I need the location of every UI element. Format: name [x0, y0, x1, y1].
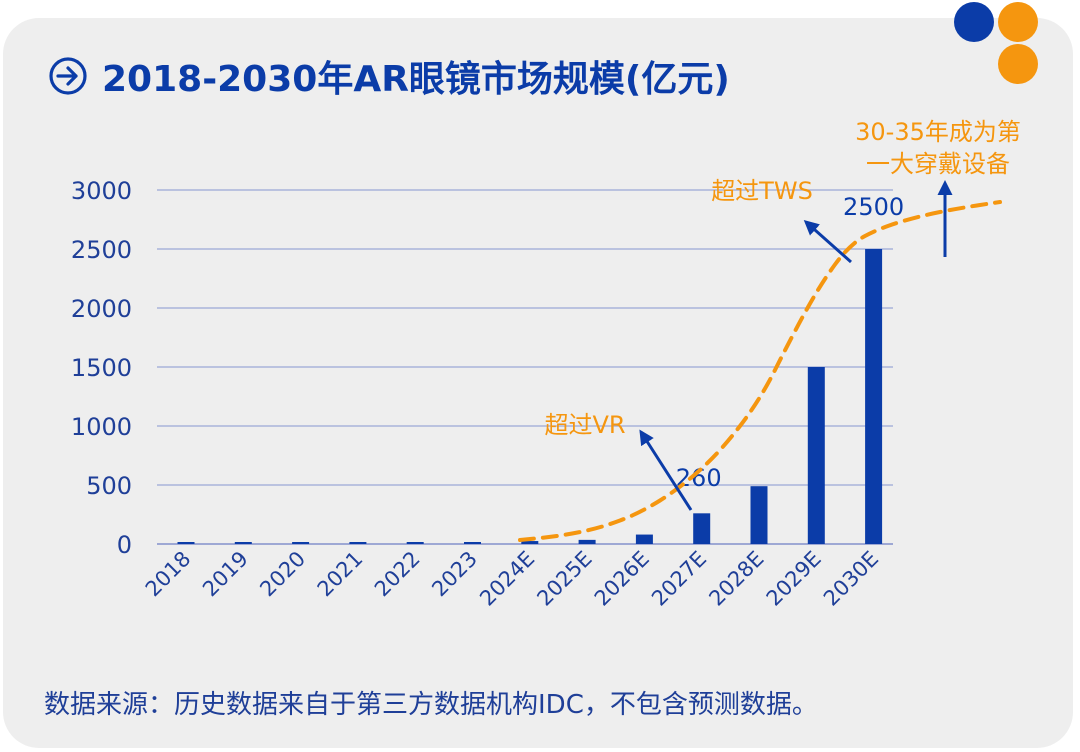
- y-tick-label: 500: [86, 472, 132, 500]
- source-note: 数据来源：历史数据来自于第三方数据机构IDC，不包含预测数据。: [44, 690, 818, 720]
- x-tick-label: 2028E: [704, 547, 768, 611]
- y-tick-label: 2500: [71, 236, 132, 264]
- arrow-tws: [803, 220, 852, 264]
- bar-2027E: [693, 513, 711, 544]
- arrow-vr: [639, 429, 693, 511]
- bar-2023: [464, 542, 481, 544]
- x-tick-label: 2029E: [762, 547, 826, 611]
- annotation-top-wearable-line2: 一大穿戴设备: [866, 150, 1010, 178]
- bar-2030E: [865, 249, 883, 544]
- bar-2021: [349, 542, 367, 544]
- y-tick-label: 1000: [71, 413, 132, 441]
- x-tick-label: 2030E: [819, 547, 883, 611]
- bar-2018: [177, 542, 195, 544]
- x-tick-label: 2026E: [590, 547, 654, 611]
- x-tick-label: 2021: [313, 547, 368, 602]
- bar-2026E: [635, 534, 653, 544]
- y-tick-label: 0: [117, 531, 132, 559]
- y-tick-label: 2000: [71, 295, 132, 323]
- decor-dot-orange-top: [998, 2, 1038, 42]
- bar-2025E: [578, 539, 596, 544]
- chart-card: [3, 2, 1073, 748]
- y-tick-label: 3000: [71, 177, 132, 205]
- bar-2028E: [750, 486, 768, 544]
- page-title: 2018-2030年AR眼镜市场规模(亿元): [102, 59, 730, 100]
- bar-2024E: [521, 541, 539, 544]
- x-tick-label: 2024E: [475, 547, 539, 611]
- x-tick-label: 2020: [255, 547, 310, 602]
- data-label-2027E: 260: [676, 464, 722, 492]
- title-row: 2018-2030年AR眼镜市场规模(亿元): [48, 50, 730, 102]
- annotation-top-wearable-line1: 30-35年成为第: [855, 118, 1021, 146]
- trend-line: [518, 200, 1002, 542]
- y-tick-label: 1500: [71, 354, 132, 382]
- bar-2029E: [807, 367, 825, 544]
- x-tick-label: 2018: [141, 547, 196, 602]
- decor-dot-blue: [954, 2, 994, 42]
- x-tick-label: 2019: [198, 547, 253, 602]
- bar-2022: [406, 542, 424, 544]
- data-label-2030E: 2500: [843, 193, 904, 221]
- decor-dot-orange-bottom: [998, 44, 1038, 84]
- bar-2019: [234, 542, 252, 544]
- annotation-exceed-vr: 超过VR: [544, 411, 625, 439]
- arrow-circle-right-icon: [49, 57, 87, 95]
- x-tick-label: 2023: [427, 547, 482, 602]
- x-tick-label: 2025E: [532, 547, 596, 611]
- bar-2020: [292, 542, 310, 544]
- annotation-exceed-tws: 超过TWS: [711, 177, 813, 205]
- x-tick-label: 2022: [370, 547, 425, 602]
- x-tick-label: 2027E: [647, 547, 711, 611]
